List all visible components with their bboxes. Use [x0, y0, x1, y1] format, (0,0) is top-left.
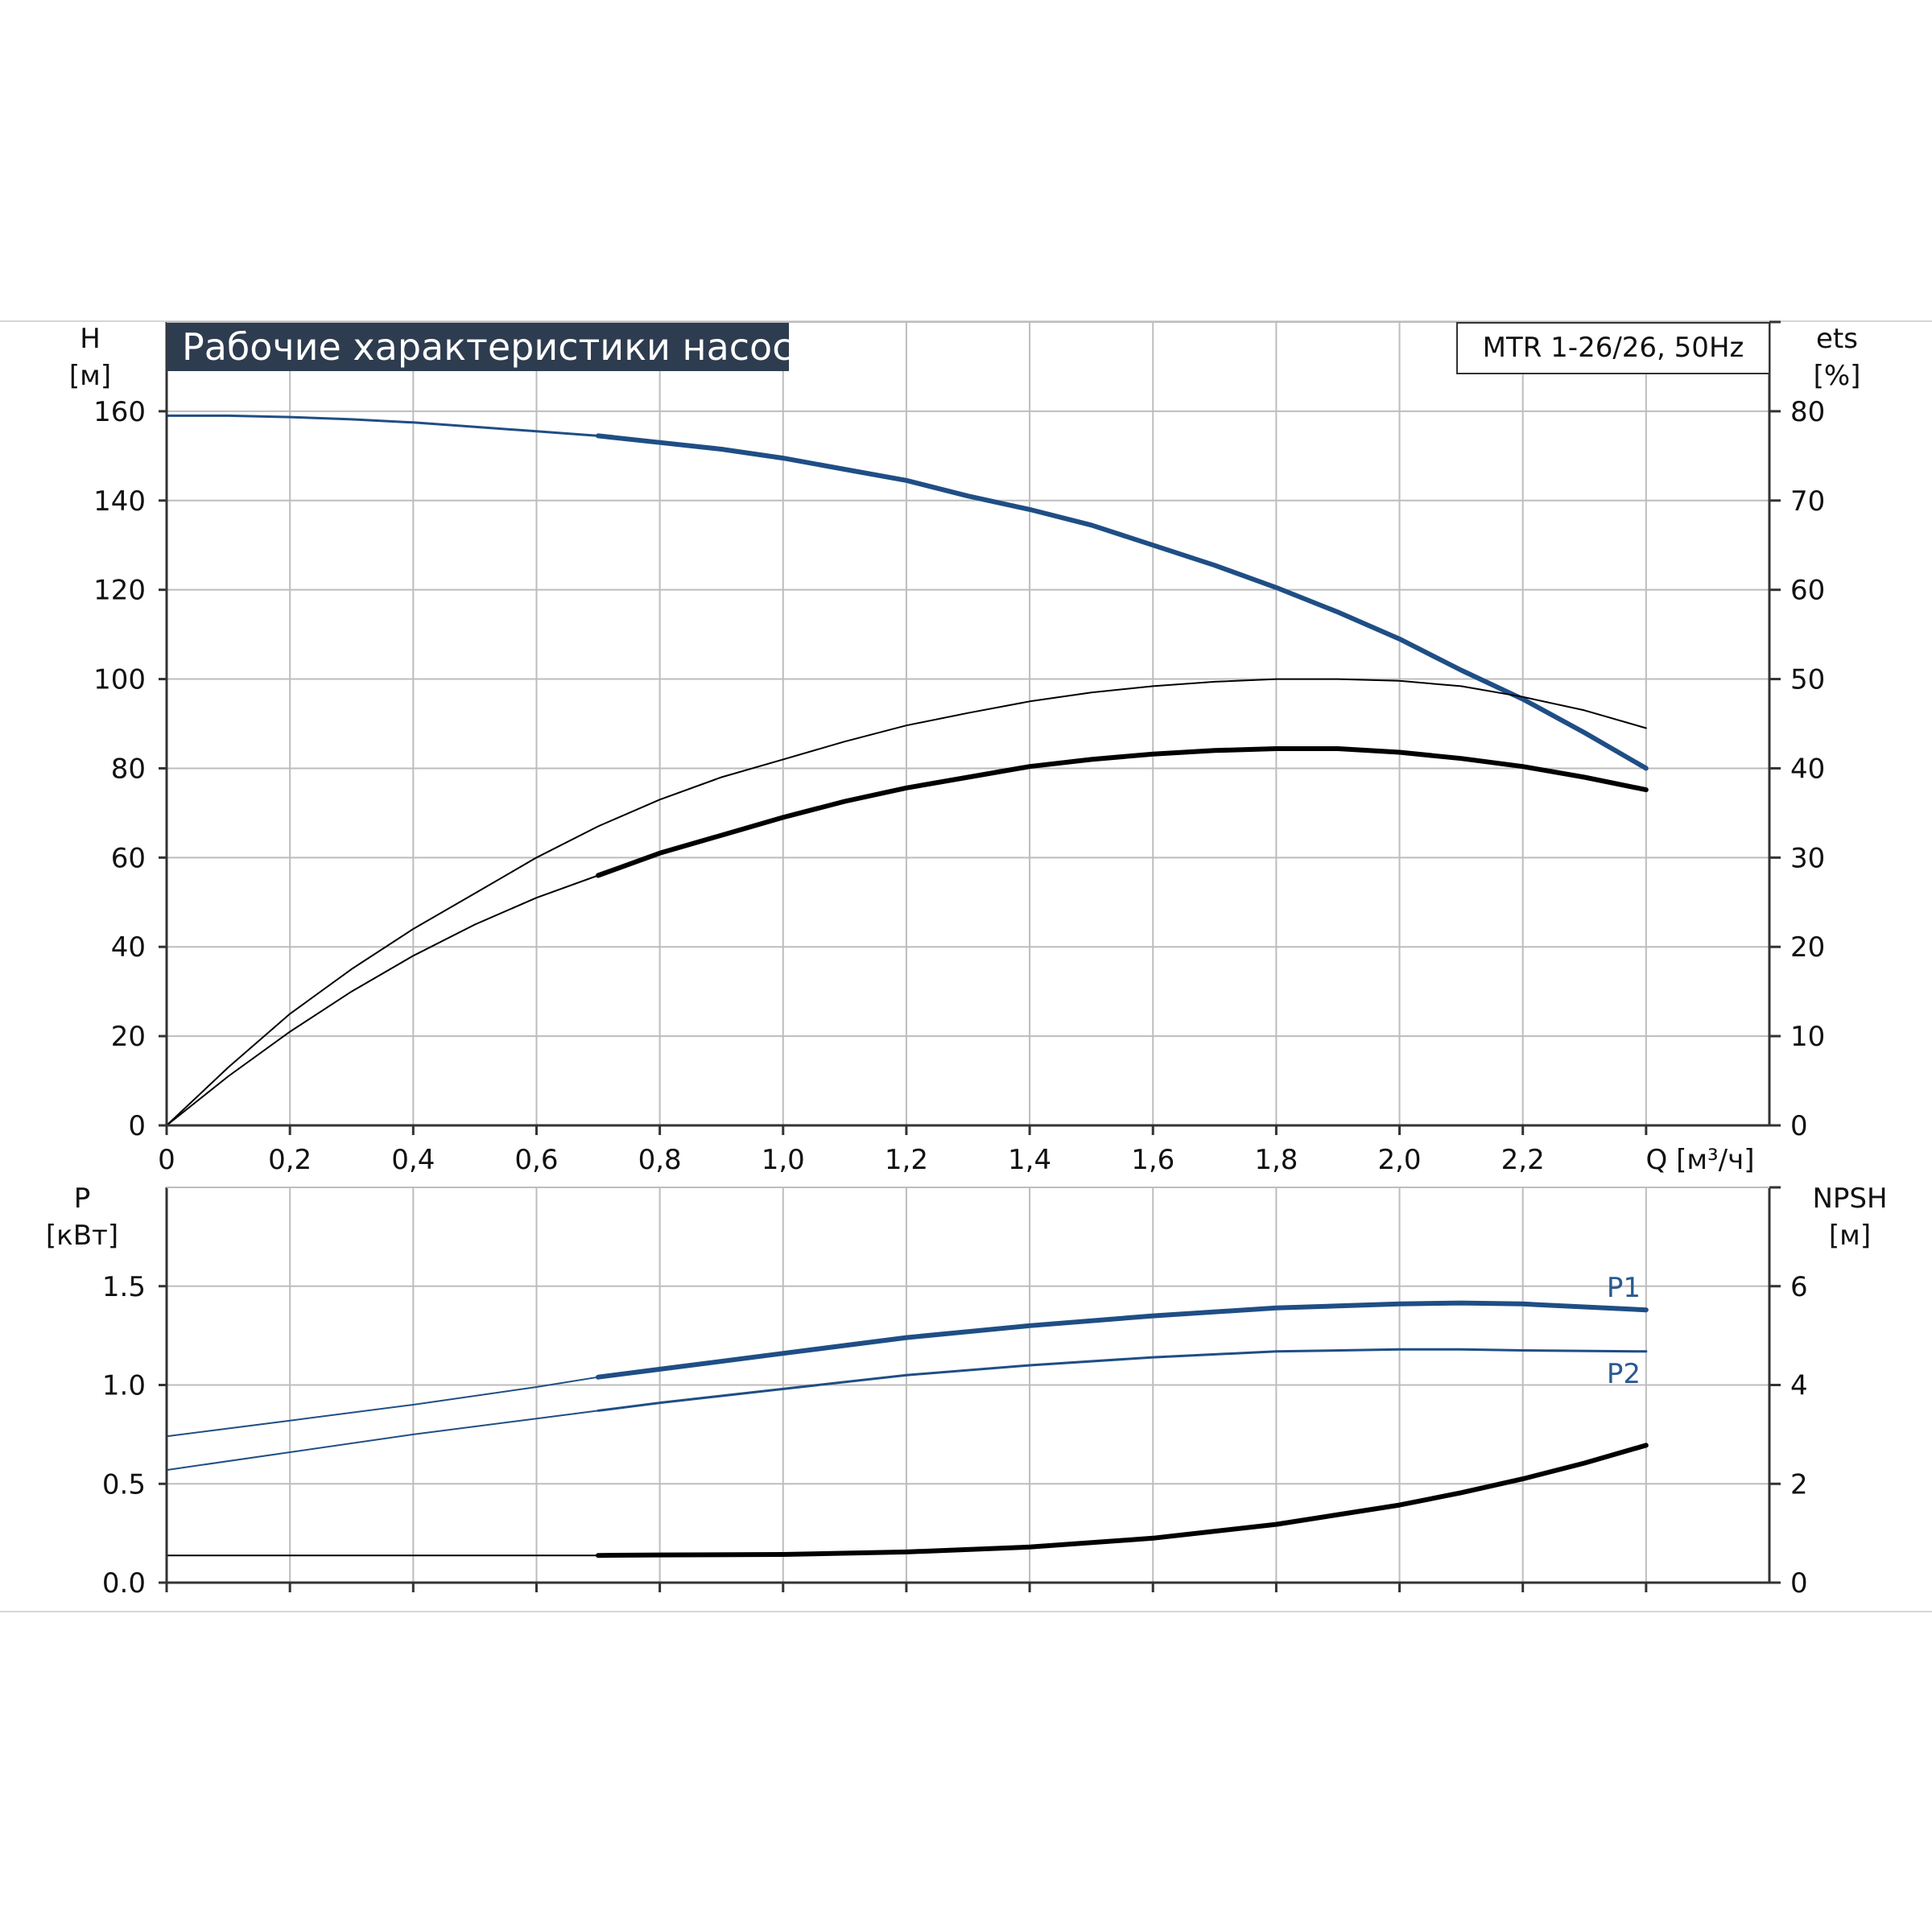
top-right-tick-label: 50 — [1790, 664, 1825, 696]
top-series-0-operating-range — [596, 433, 1649, 771]
top-left-tick-label: 140 — [93, 485, 146, 518]
top-left-tick-label: 120 — [93, 575, 146, 607]
top-series — [165, 414, 1649, 1126]
x-tick-label: 1,2 — [885, 1144, 928, 1176]
top-right-tick-label: 80 — [1790, 396, 1825, 428]
top-tick-labels: 0 20 40 60 80 100 120 140 160 0 10 20 30 40 50 60 70 80 0 0… — [93, 396, 1825, 1176]
x-tick-label: 0,8 — [638, 1144, 682, 1176]
x-tick-label: 0,4 — [391, 1144, 435, 1176]
bottom-left-axis-unit: [кВт] — [46, 1220, 118, 1252]
bottom-axes — [159, 1186, 1781, 1592]
bottom-left-tick-label: 0.0 — [102, 1567, 146, 1600]
top-left-tick-label: 0 — [128, 1110, 146, 1142]
x-tick-label: 0,2 — [268, 1144, 312, 1176]
top-left-tick-label: 40 — [111, 931, 146, 964]
top-left-axis-label: H — [80, 323, 101, 355]
x-tick-label: 1,6 — [1131, 1144, 1174, 1176]
bottom-left-axis-label: P — [74, 1183, 91, 1215]
top-left-axis-unit: [м] — [69, 360, 111, 392]
series-label-p2: P2 — [1607, 1358, 1641, 1390]
x-tick-label: 2,2 — [1501, 1144, 1545, 1176]
top-left-tick-label: 80 — [111, 753, 146, 785]
bottom-series-0-operating-range — [596, 1300, 1649, 1380]
top-series-2-operating-range — [596, 746, 1649, 878]
top-grid — [167, 322, 1769, 1125]
top-right-tick-label: 10 — [1790, 1021, 1825, 1053]
top-series-1-curve — [166, 678, 1647, 1126]
top-right-tick-label: 20 — [1790, 931, 1825, 964]
top-right-tick-label: 0 — [1790, 1110, 1808, 1142]
bottom-series-2-operating-range — [596, 1443, 1649, 1558]
top-right-axis-unit: [%] — [1814, 360, 1861, 392]
top-left-tick-label: 20 — [111, 1021, 146, 1053]
top-right-tick-label: 70 — [1790, 485, 1825, 518]
top-left-tick-label: 100 — [93, 664, 146, 696]
x-tick-label: 2,0 — [1377, 1144, 1421, 1176]
top-axes — [159, 320, 1781, 1135]
bottom-left-tick-label: 1.5 — [102, 1271, 146, 1303]
x-tick-label: 0 — [158, 1144, 175, 1176]
x-tick-label: 1,0 — [762, 1144, 805, 1176]
bottom-grid — [167, 1187, 1769, 1583]
top-panel: 0 20 40 60 80 100 120 140 160 0 10 20 30 40 50 60 70 80 0 0… — [69, 320, 1861, 1176]
x-axis-label: Q [м³/ч] — [1646, 1144, 1755, 1176]
bottom-tick-labels: 0.0 0.5 1.0 1.5 0 2 4 6 — [102, 1271, 1808, 1600]
bottom-series-1-operating-range — [597, 1348, 1648, 1412]
top-left-tick-label: 60 — [111, 842, 146, 874]
bottom-right-axis-unit: [м] — [1829, 1220, 1871, 1252]
bottom-right-tick-label: 6 — [1790, 1271, 1808, 1303]
model-box — [1456, 322, 1770, 374]
top-right-tick-label: 60 — [1790, 575, 1825, 607]
x-tick-label: 1,8 — [1254, 1144, 1298, 1176]
series-label-p1: P1 — [1607, 1272, 1641, 1304]
bottom-right-tick-label: 0 — [1790, 1567, 1808, 1600]
bottom-right-tick-label: 2 — [1790, 1468, 1808, 1501]
bottom-right-axis-label: NPSH — [1812, 1183, 1887, 1215]
bottom-left-tick-label: 0.5 — [102, 1468, 146, 1501]
top-right-tick-label: 30 — [1790, 842, 1825, 874]
x-tick-label: 1,4 — [1008, 1144, 1051, 1176]
chart-title: Рабочие характеристики насоса — [182, 325, 815, 369]
top-right-axis-label: ets — [1816, 323, 1858, 355]
bottom-left-tick-label: 1.0 — [102, 1370, 146, 1402]
top-left-tick-label: 160 — [93, 396, 146, 428]
x-tick-label: 0,6 — [514, 1144, 558, 1176]
bottom-panel: 0.0 0.5 1.0 1.5 0 2 4 6 P [кВт] NPSH [м] P1 P2 — [46, 1183, 1888, 1600]
bottom-series — [166, 1300, 1649, 1558]
bottom-right-tick-label: 4 — [1790, 1370, 1808, 1402]
top-right-tick-label: 40 — [1790, 753, 1825, 785]
title-box — [167, 323, 789, 371]
model-label: MTR 1-26/26, 50Hz — [1483, 332, 1744, 364]
